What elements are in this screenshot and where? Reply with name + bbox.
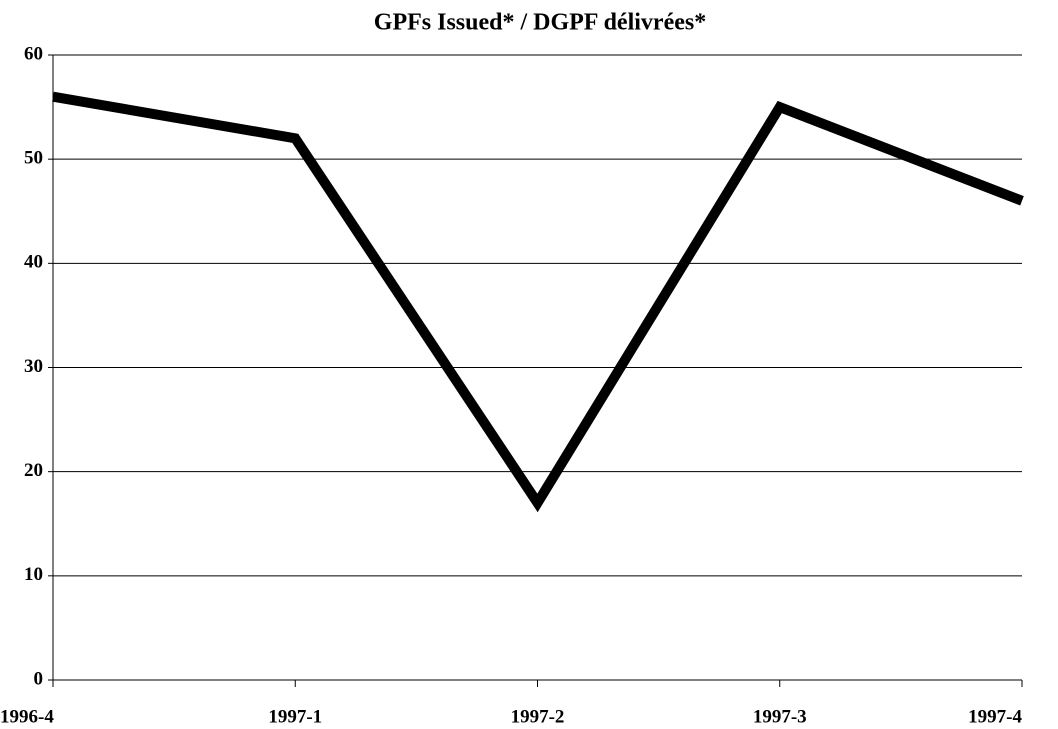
- x-tick-label: 1997-1: [268, 706, 322, 727]
- x-tick-label: 1997-2: [511, 706, 565, 727]
- y-tick-label: 60: [24, 43, 43, 64]
- x-tick-label: 1997-4: [968, 706, 1022, 727]
- x-tick-label: 1996-4: [0, 706, 54, 727]
- y-tick-label: 50: [24, 148, 43, 169]
- y-tick-label: 0: [34, 668, 44, 689]
- x-tick-label: 1997-3: [753, 706, 807, 727]
- y-tick-label: 10: [24, 564, 43, 585]
- y-tick-label: 20: [24, 460, 43, 481]
- chart-title: GPFs Issued* / DGPF délivrées*: [374, 10, 706, 36]
- y-tick-label: 30: [24, 356, 43, 377]
- line: [52, 91, 1024, 513]
- y-tick-label: 40: [24, 252, 43, 273]
